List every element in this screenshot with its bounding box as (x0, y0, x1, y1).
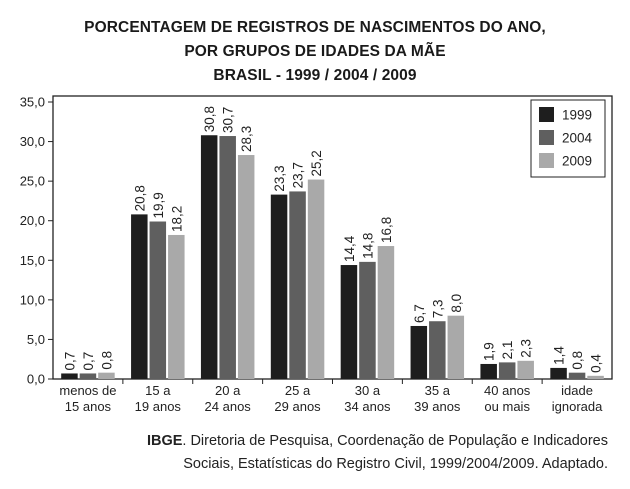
x-tick-label: menos de (59, 383, 116, 398)
legend-label: 2009 (562, 154, 592, 169)
x-tick-label: 34 anos (344, 399, 391, 414)
legend-swatch-1999 (539, 107, 554, 122)
legend-swatch-2004 (539, 130, 554, 145)
source-line-1-text: . Diretoria de Pesquisa, Coordenação de … (182, 433, 608, 449)
bar-2004-4 (359, 261, 376, 379)
y-tick-label: 35,0 (20, 95, 45, 110)
data-label: 30,7 (221, 107, 236, 133)
data-label: 0,7 (81, 352, 96, 371)
bar-2004-7 (568, 372, 586, 379)
bar-2009-7 (587, 375, 604, 379)
data-label: 0,8 (99, 351, 114, 370)
data-label: 14,4 (342, 235, 357, 262)
bar-2009-3 (307, 179, 325, 379)
x-tick-label: 30 a (355, 383, 381, 398)
data-label: 16,8 (379, 217, 394, 243)
bar-1999-4 (340, 265, 358, 379)
data-label: 23,7 (291, 162, 306, 188)
source-org: IBGE (146, 433, 183, 449)
data-label: 6,7 (412, 304, 427, 323)
y-tick-label: 5,0 (27, 332, 45, 347)
chart-title-line-3: BRASIL - 1999 / 2004 / 2009 (213, 67, 417, 84)
x-tick-label: 20 a (215, 383, 241, 398)
bar-2009-6 (517, 360, 534, 379)
bar-1999-7 (550, 367, 567, 379)
bar-2009-2 (237, 155, 255, 379)
y-tick-label: 15,0 (20, 253, 45, 268)
data-label: 0,7 (62, 352, 77, 371)
bar-2004-2 (219, 136, 236, 379)
bar-2009-5 (447, 315, 465, 379)
legend-swatch-2009 (539, 153, 554, 168)
x-tick-label: 39 anos (414, 399, 461, 414)
data-label: 20,8 (132, 185, 147, 211)
x-tick-label: idade (561, 383, 593, 398)
data-label: 1,9 (482, 342, 497, 361)
y-tick-label: 20,0 (20, 213, 45, 228)
data-label: 14,8 (360, 233, 375, 259)
data-label: 2,1 (500, 341, 515, 360)
y-tick-label: 25,0 (20, 174, 45, 189)
data-label: 30,8 (202, 106, 217, 132)
bar-2004-6 (498, 362, 516, 379)
bar-chart: 0,05,010,015,020,025,030,035,00,7 0,7 0,8m… (20, 95, 613, 414)
bar-1999-6 (480, 363, 497, 379)
bar-2009-0 (98, 372, 115, 379)
bar-2009-1 (168, 234, 185, 379)
source-line-1: IBGE. Diretoria de Pesquisa, Coordenação… (8, 433, 608, 449)
data-label: 0,4 (589, 354, 604, 373)
x-tick-label: 29 anos (274, 399, 321, 414)
y-tick-label: 0,0 (27, 372, 45, 387)
source-line-2: Sociais, Estatísticas do Registro Civil,… (183, 456, 608, 472)
chart-title-line-2: POR GRUPOS DE IDADES DA MÃE (184, 43, 446, 60)
y-tick-label: 30,0 (20, 134, 45, 149)
data-label: 23,3 (272, 165, 287, 191)
bar-1999-3 (270, 194, 288, 379)
bar-2004-5 (429, 321, 446, 379)
data-label: 1,4 (552, 346, 567, 365)
data-label: 18,2 (169, 206, 184, 232)
x-tick-label: 15 a (145, 383, 171, 398)
data-label: 2,3 (519, 339, 534, 358)
x-tick-label: 40 anos (484, 383, 531, 398)
bar-2004-0 (79, 373, 97, 379)
data-label: 25,2 (309, 150, 324, 176)
data-label: 0,8 (570, 351, 585, 370)
bar-2004-3 (289, 191, 306, 379)
bar-2009-4 (377, 246, 395, 379)
data-label: 19,9 (151, 192, 166, 218)
bar-1999-1 (131, 214, 148, 379)
legend-label: 2004 (562, 131, 593, 146)
data-label: 7,3 (430, 299, 445, 318)
chart-title-line-1: PORCENTAGEM DE REGISTROS DE NASCIMENTOS … (84, 19, 546, 36)
bar-1999-2 (200, 135, 218, 379)
x-tick-label: 25 a (285, 383, 311, 398)
bar-1999-0 (61, 373, 78, 379)
bar-1999-5 (410, 325, 428, 379)
x-tick-label: 35 a (425, 383, 451, 398)
x-tick-label: ou mais (484, 399, 530, 414)
x-tick-label: 19 anos (135, 399, 182, 414)
bar-2004-1 (149, 221, 167, 379)
x-tick-label: 24 anos (205, 399, 252, 414)
x-tick-label: ignorada (552, 399, 603, 414)
data-label: 28,3 (239, 126, 254, 152)
y-tick-label: 10,0 (20, 292, 45, 307)
legend-label: 1999 (562, 108, 592, 123)
x-tick-label: 15 anos (65, 399, 112, 414)
data-label: 8,0 (449, 294, 464, 313)
